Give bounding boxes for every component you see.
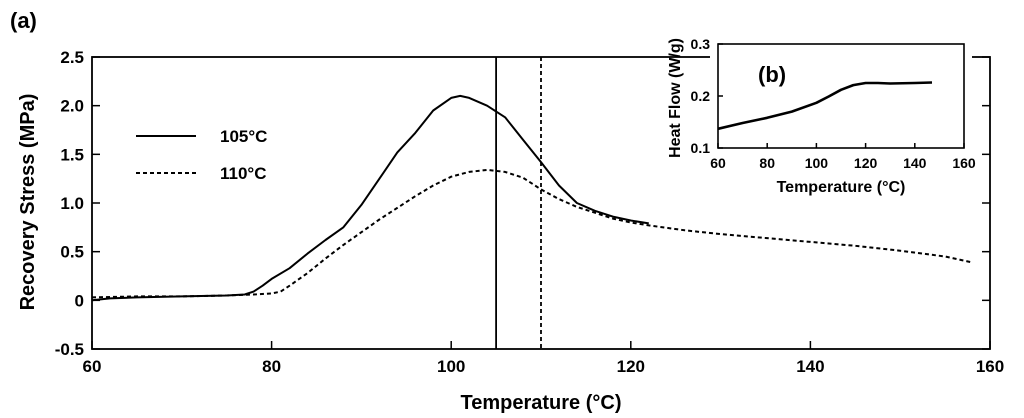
x-tick-label: 100 bbox=[805, 155, 829, 171]
main-series-group bbox=[91, 94, 973, 302]
x-tick-label: 80 bbox=[759, 155, 775, 171]
main-x-axis-title: Temperature (°C) bbox=[461, 392, 622, 414]
legend-label-105: 105°C bbox=[220, 127, 267, 146]
series-line-0 bbox=[717, 81, 933, 131]
y-tick-label: 0 bbox=[75, 291, 84, 310]
x-tick-label: 60 bbox=[83, 357, 102, 376]
inset-y-axis-title: Heat Flow (W/g) bbox=[667, 38, 684, 158]
y-tick-label: 2.5 bbox=[60, 48, 84, 67]
series-line-105°C bbox=[91, 94, 649, 302]
y-tick-label: 1.0 bbox=[60, 194, 84, 213]
inset-series-group bbox=[717, 81, 933, 131]
inset-x-ticks: 60 80 100 120 140 160 bbox=[710, 143, 976, 171]
main-x-ticks: 60 80 100 120 140 160 bbox=[83, 341, 1004, 376]
inset-background bbox=[710, 36, 972, 156]
x-tick-label: 60 bbox=[710, 155, 726, 171]
inset-plot: 0.3 0.2 0.1 60 80 100 120 140 160 (b) Temperatu… bbox=[667, 36, 976, 196]
main-vertical-lines bbox=[495, 57, 542, 349]
panel-label-b: (b) bbox=[758, 62, 786, 87]
y-tick-label: 0.1 bbox=[691, 140, 711, 156]
x-tick-label: 100 bbox=[437, 357, 465, 376]
y-tick-label: 0.5 bbox=[60, 243, 84, 262]
panel-label-a: (a) bbox=[10, 8, 37, 33]
y-tick-label: 0.2 bbox=[691, 88, 711, 104]
series-line-110°C bbox=[91, 168, 973, 299]
y-tick-label: -0.5 bbox=[55, 340, 84, 359]
main-legend: 105°C 110°C bbox=[136, 127, 267, 183]
y-tick-label: 1.5 bbox=[60, 145, 84, 164]
x-tick-label: 160 bbox=[952, 155, 976, 171]
y-tick-label: 0.3 bbox=[691, 36, 711, 52]
x-tick-label: 140 bbox=[903, 155, 927, 171]
main-y-axis-title: Recovery Stress (MPa) bbox=[17, 94, 39, 311]
inset-y-ticks: 0.3 0.2 0.1 bbox=[691, 36, 723, 156]
y-tick-label: 2.0 bbox=[60, 97, 84, 116]
x-tick-label: 120 bbox=[854, 155, 878, 171]
x-tick-label: 80 bbox=[262, 357, 281, 376]
x-tick-label: 120 bbox=[617, 357, 645, 376]
main-plot: (a) 2.5 2.0 1.5 1.0 0.5 0 -0.5 60 80 100 120 140 16… bbox=[10, 8, 1004, 414]
x-tick-label: 140 bbox=[796, 357, 824, 376]
inset-x-axis-title: Temperature (°C) bbox=[777, 179, 906, 196]
x-tick-label: 160 bbox=[976, 357, 1004, 376]
legend-label-110: 110°C bbox=[220, 164, 267, 183]
